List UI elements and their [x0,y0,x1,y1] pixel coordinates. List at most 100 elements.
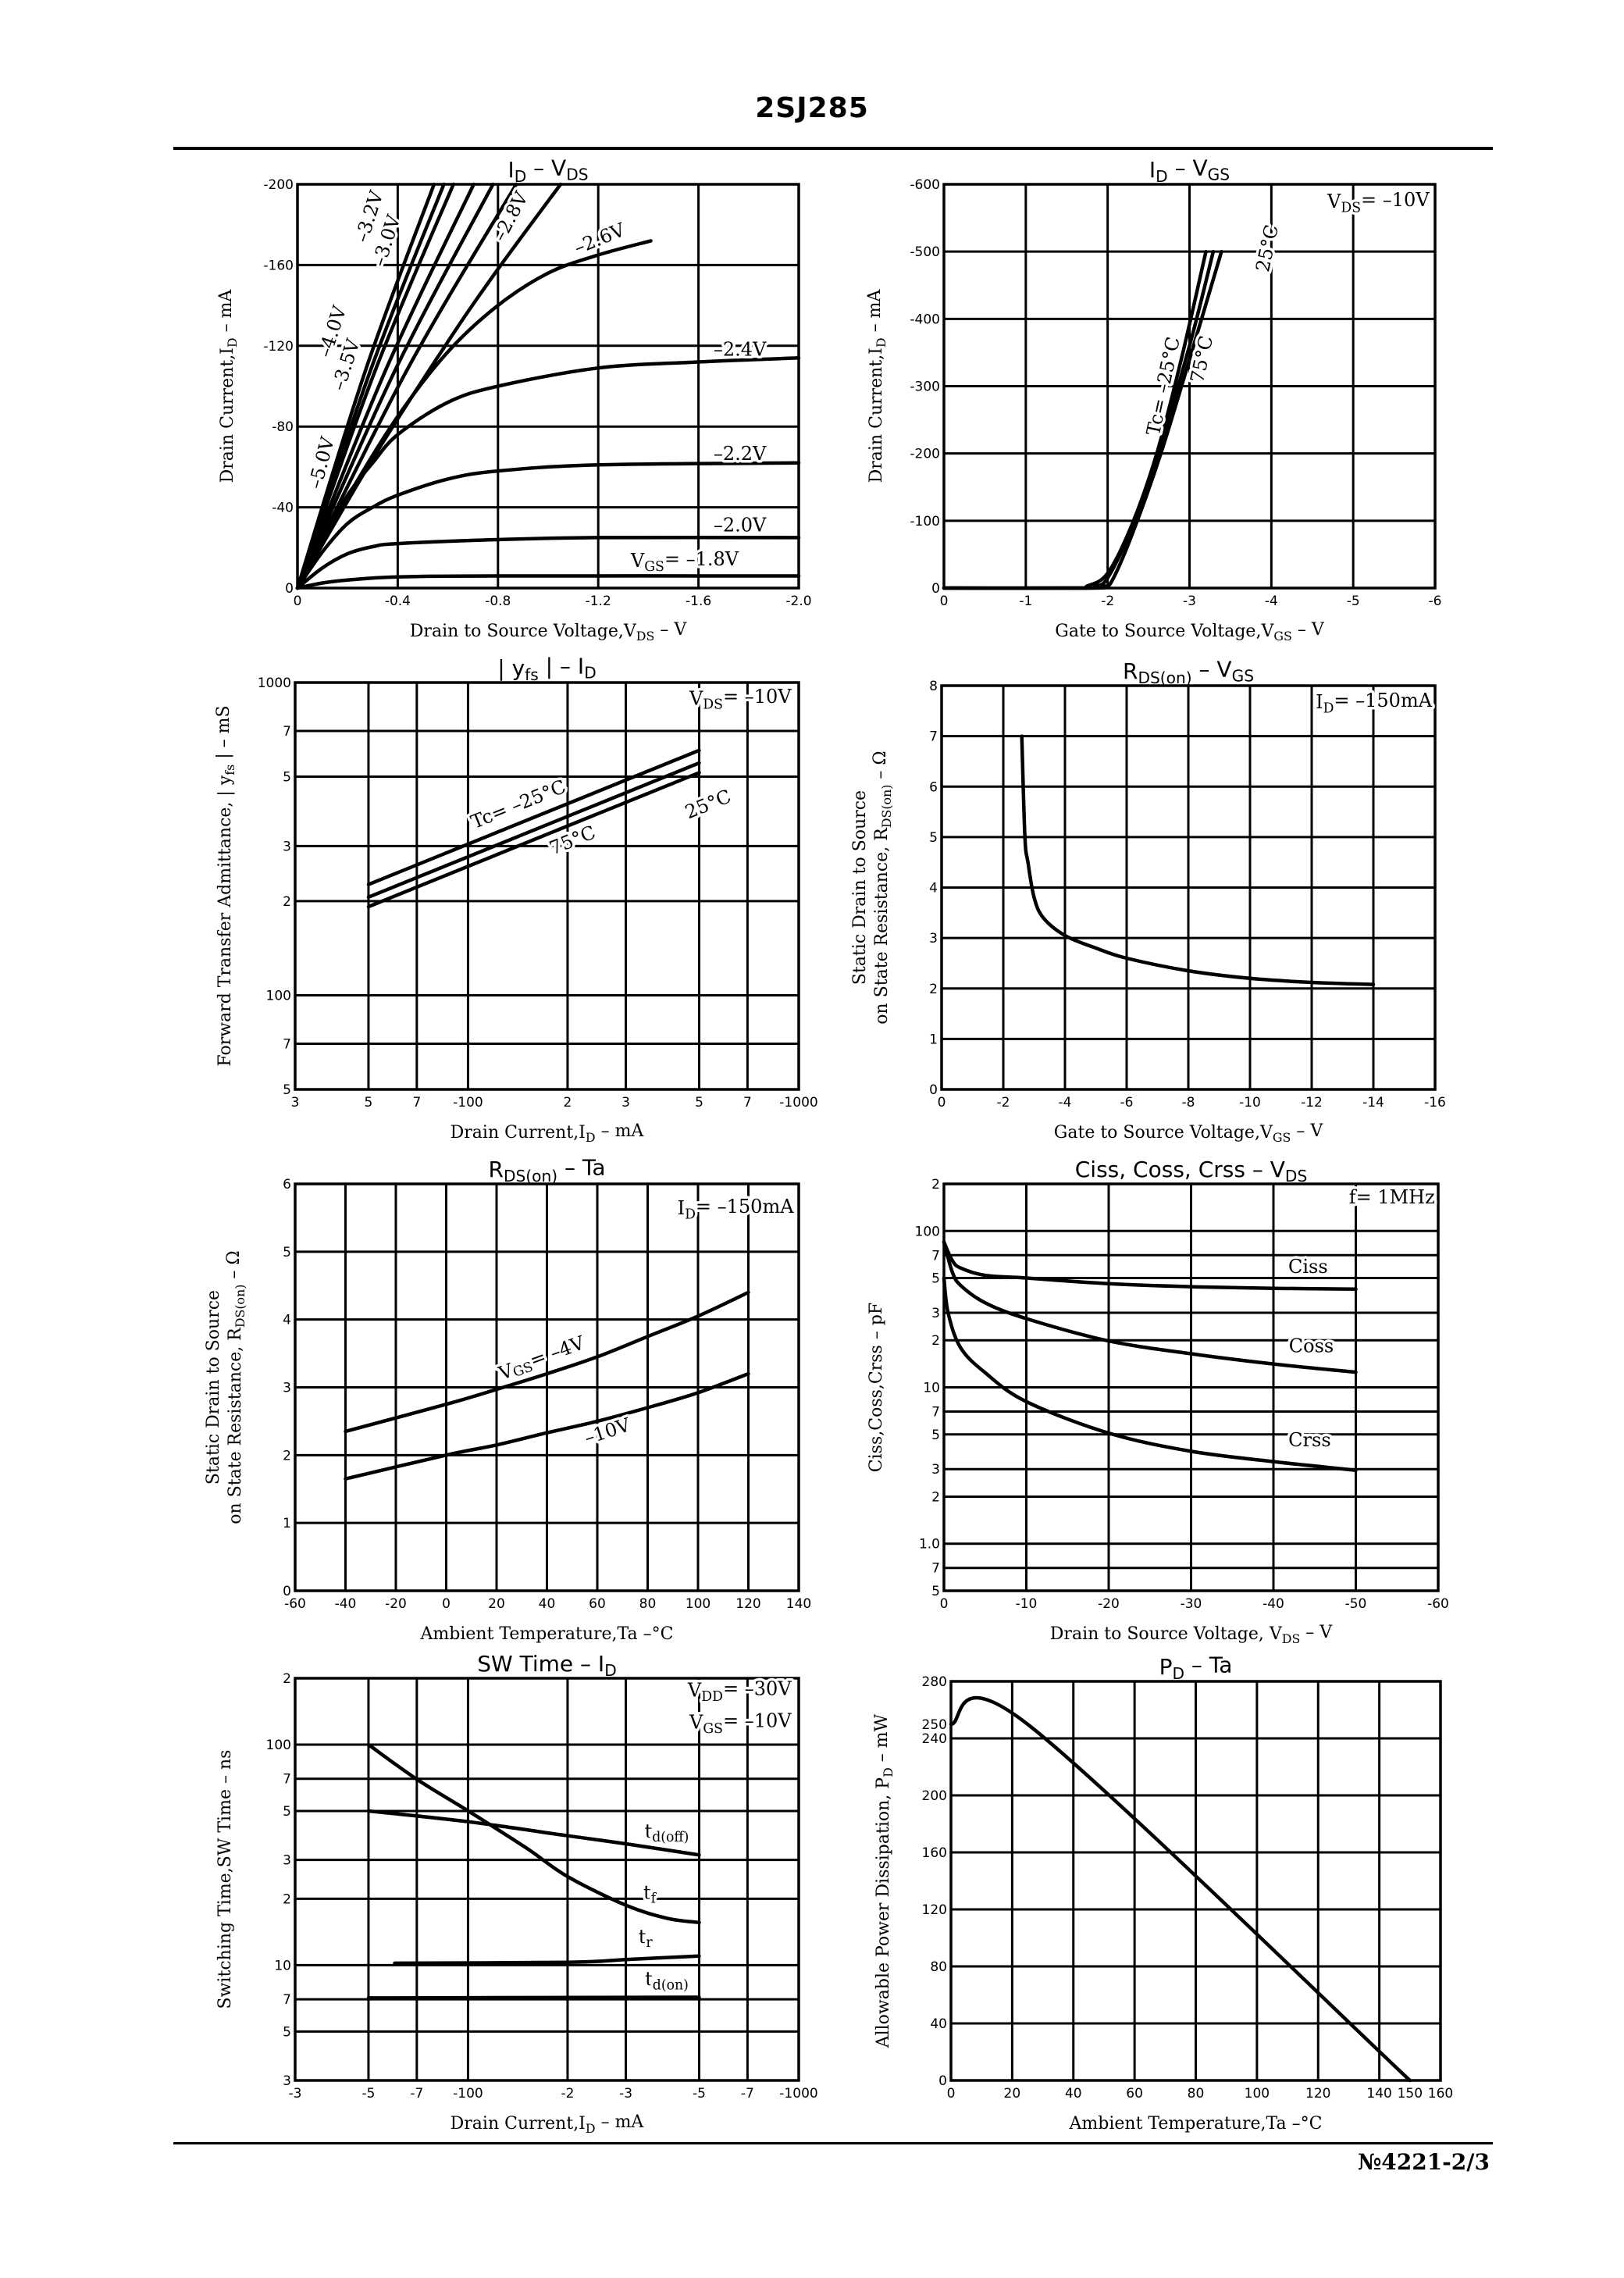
x-tick-label: -60 [284,1596,306,1612]
y-tick-label: 3 [929,931,938,946]
curve-annotation: –2.4V [714,339,767,361]
curve-annotation: VDD= –30V [687,1678,792,1705]
y-axis-label: on State Resistance, RDS(on) – Ω [224,1250,248,1524]
x-tick-label: -100 [453,2086,483,2102]
y-tick-label: 200 [922,1788,947,1804]
x-tick-label: 0 [442,1596,451,1612]
curve-annotation: tf [643,1881,657,1906]
series-line-2.6V [295,239,653,590]
y-tick-label: 6 [283,1177,291,1192]
y-tick-label: 7 [931,1248,940,1264]
chart-title: | yfs | – ID [497,654,596,684]
x-tick-label: -0.8 [485,594,511,609]
chart-title: PD – Ta [1159,1652,1233,1683]
chart-title: Ciss, Coss, Crss – VDS [1075,1157,1308,1185]
y-tick-label: 3 [283,2073,291,2089]
y-tick-label: 4 [283,1313,291,1328]
x-tick-label: -7 [741,2086,754,2102]
y-axis-label: Drain Current,ID – mA [216,289,240,483]
footer-rule [173,2142,1493,2144]
y-tick-label: 3 [283,1381,291,1396]
x-tick-label: -1.2 [586,594,611,609]
x-axis-label: Drain Current,ID – mA [451,2112,645,2136]
x-tick-label: -50 [1345,1596,1367,1612]
y-tick-label: 0 [285,581,294,597]
x-axis-label: Drain to Source Voltage, VDS – V [1050,1623,1334,1646]
x-tick-label: -0.4 [385,594,411,609]
chart-4: 0 -2 -4 -6 -8 -10 -12 -14 -16 0 1 2 3 4 5 6 7 8 ID= –150mA… [850,657,1446,1145]
x-tick-label: -3 [619,2086,632,2102]
x-tick-label: 20 [488,1596,505,1612]
x-tick-label: -5 [693,2086,706,2102]
y-tick-label: 5 [283,2024,291,2040]
x-tick-label: -1.6 [686,594,711,609]
x-tick-label: -5 [1347,594,1360,609]
y-tick-label: 40 [930,2016,947,2032]
series-line-Tc25C [366,748,701,886]
chart-1: 0 -0.4 -0.8 -1.2 -1.6 -2.0 0 -40 -80 -120 -160 -200… [216,155,811,643]
x-tick-label: -2 [1101,594,1114,609]
y-tick-label: 5 [283,1804,291,1820]
y-axis-label: Drain Current,ID – mA [865,289,889,483]
x-axis-label: Gate to Source Voltage,VGS – V [1054,1121,1324,1145]
chart-7: -3 -5 -7 -100 -2 -3 -5 -7 -1000 3 5 7 10 2 3 5 7 100 2 VDD=… [215,1651,818,2136]
y-tick-label: -120 [263,339,294,355]
plot-frame [294,681,800,1091]
x-axis-label: Ambient Temperature,Ta –°C [1069,2114,1323,2134]
plot-frame [949,1680,1442,2082]
y-tick-label: 5 [283,1082,291,1098]
x-tick-label: 80 [1188,2086,1205,2102]
curve-annotation: f= 1MHz [1349,1186,1435,1208]
y-tick-label: 10 [923,1381,940,1396]
y-tick-label: 2 [283,1448,291,1463]
x-tick-label: -20 [385,1596,407,1612]
plot-frame [296,183,800,590]
series-line-tf [366,1742,701,1925]
y-tick-label: -200 [910,447,940,462]
y-tick-label: -500 [910,244,940,260]
y-tick-label: 0 [938,2073,947,2089]
series-line-75C [366,771,701,909]
x-tick-label: 150 [1398,2086,1423,2102]
x-tick-label: 7 [412,1095,421,1110]
x-axis-label: Drain to Source Voltage,VDS – V [410,620,688,643]
y-tick-label: 100 [266,988,291,1004]
x-tick-label: 140 [786,1596,811,1612]
y-tick-label: 160 [922,1845,947,1861]
plot-frame [942,1182,1440,1592]
y-axis-label: Switching Time,SW Time – ns [215,1750,235,2009]
x-tick-label: -7 [410,2086,423,2102]
curve-annotation: tr [639,1926,654,1951]
plot-frame [940,684,1437,1091]
y-tick-label: -300 [910,380,940,395]
y-axis-label: Static Drain to Source [204,1290,223,1485]
y-axis-label: Forward Transfer Admittance, | yfs | – m… [214,705,237,1066]
x-tick-label: -2 [561,2086,574,2102]
curve-annotation: VGS= –10V [689,1710,792,1737]
x-tick-label: -1000 [779,1095,817,1110]
y-tick-label: 120 [922,1902,947,1918]
x-tick-label: -30 [1181,1596,1202,1612]
y-tick-label: 7 [283,724,291,740]
x-tick-label: -5 [361,2086,375,2102]
series-line-Ciss [942,1240,1358,1291]
x-tick-label: 0 [940,594,949,609]
y-tick-label: -600 [910,177,940,193]
curve-annotation: –2.2V [714,443,767,465]
series-line [1020,734,1376,986]
y-tick-label: 10 [274,1958,291,1973]
x-tick-label: 60 [1126,2086,1143,2102]
y-tick-label: 8 [929,679,938,694]
curve-annotation: Coss [1289,1335,1334,1356]
chart-title: ID – VGS [1149,155,1230,186]
x-axis-label: Gate to Source Voltage,VGS – V [1055,620,1325,643]
y-tick-label: 5 [283,1245,291,1260]
x-tick-label: 120 [1305,2086,1330,2102]
y-tick-label: 6 [929,779,938,795]
curve-annotation: td(off) [645,1820,689,1845]
x-tick-label: 0 [294,594,302,609]
x-tick-label: -16 [1424,1095,1446,1110]
chart-6: 0 -10 -20 -30 -40 -50 -60 5 7 1.0 2 3 5 7 10 2 3 5 7 100 2 f=… [867,1157,1449,1646]
document-number: №4221-2/3 [1357,2149,1490,2175]
